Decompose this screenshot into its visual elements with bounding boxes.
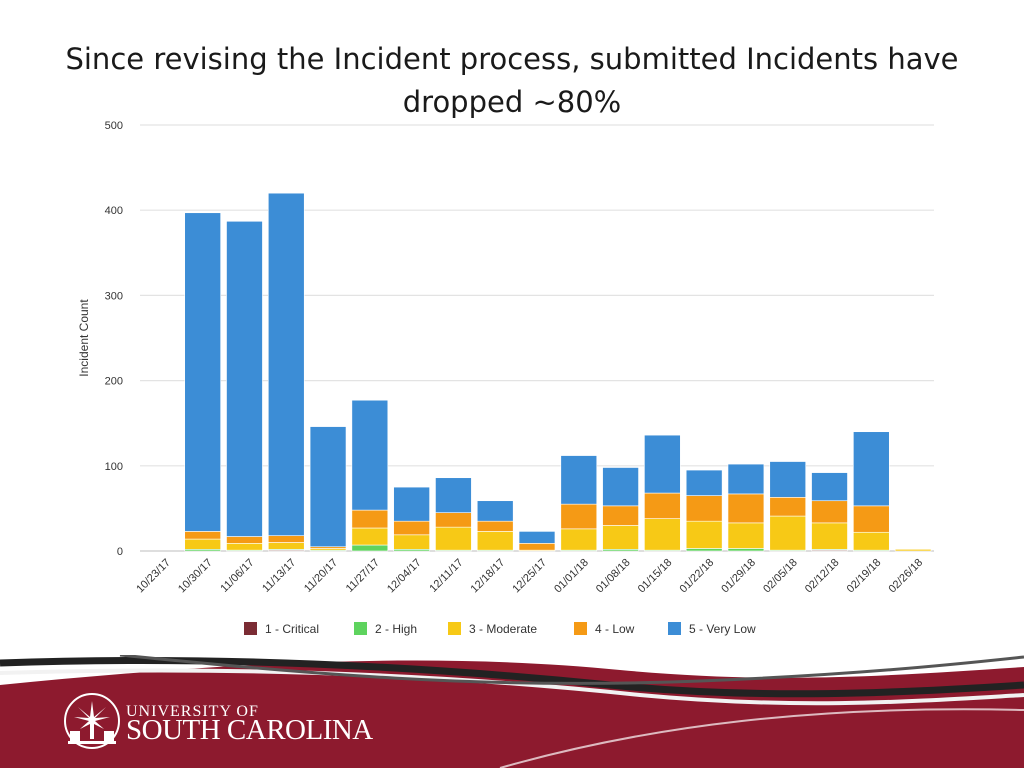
y-tick-label: 100 (105, 461, 123, 473)
bar-segment (351, 509, 389, 529)
bar-segment (644, 492, 681, 519)
bar-segment (393, 520, 430, 536)
x-tick-label: 02/19/18 (845, 557, 884, 596)
bar-segment (602, 505, 639, 526)
x-tick-label: 12/25/17 (510, 557, 549, 596)
legend-swatch (574, 622, 587, 635)
legend-swatch (448, 622, 461, 635)
x-tick-label: 01/29/18 (719, 557, 758, 596)
legend-swatch (354, 622, 367, 635)
bar-segment (727, 463, 765, 495)
x-tick-label: 10/30/17 (176, 557, 215, 596)
y-tick-label: 200 (105, 376, 123, 388)
palmetto-seal-icon (64, 693, 120, 749)
bar-segment (602, 525, 639, 550)
bar-segment (853, 505, 890, 533)
bar-segment (476, 520, 514, 532)
bar-segment (811, 522, 848, 550)
bar-segment (476, 500, 514, 522)
y-tick-label: 0 (117, 546, 123, 558)
bar-segment (184, 538, 221, 550)
x-axis-ticks: 10/23/17 10/30/17 11/06/17 11/13/17 11/20/17… (134, 557, 925, 596)
bar-segment (351, 399, 389, 511)
bar-segment (727, 548, 765, 552)
bar-segment (894, 548, 932, 552)
bar-segment (560, 528, 598, 551)
bar-segment (685, 495, 723, 522)
bars (184, 192, 932, 552)
university-name-line1: UNIVERSITY OF (126, 703, 259, 720)
legend-label: 2 - High (375, 622, 417, 636)
bar-segment (769, 461, 807, 498)
bar-segment (393, 534, 430, 550)
bar-segment (184, 531, 221, 540)
x-tick-label: 12/11/17 (427, 557, 465, 595)
y-tick-label: 500 (105, 120, 123, 132)
bar-segment (853, 431, 890, 507)
x-tick-label: 02/05/18 (761, 557, 800, 596)
bar-segment (685, 548, 723, 552)
x-tick-label: 11/13/17 (260, 557, 298, 595)
bar-segment (184, 212, 221, 532)
x-tick-label: 01/22/18 (678, 557, 717, 596)
bar-segment (769, 497, 807, 517)
y-axis-label: Incident Count (77, 299, 91, 377)
bar-segment (727, 493, 765, 524)
y-axis-ticks: 0 100 200 300 400 500 (105, 120, 123, 558)
bar-segment (602, 467, 639, 507)
bar-segment (644, 434, 681, 494)
bar-segment (769, 515, 807, 551)
bar-segment (351, 544, 389, 552)
legend-swatch (244, 622, 257, 635)
bar-segment (476, 531, 514, 551)
x-tick-label: 10/23/17 (134, 557, 173, 596)
bar-segment (853, 531, 890, 551)
bar-segment (685, 520, 723, 549)
bar-segment (518, 531, 556, 544)
legend-label: 3 - Moderate (469, 622, 537, 636)
slide-title: Since revising the Incident process, sub… (65, 42, 959, 119)
bar-segment (351, 527, 389, 546)
x-tick-label: 01/08/18 (594, 557, 633, 596)
bar-segment (435, 526, 472, 551)
bar-segment (226, 536, 263, 544)
bar-segment (560, 503, 598, 530)
bar-segment (309, 426, 347, 548)
legend-swatch (668, 622, 681, 635)
bar-segment (267, 192, 305, 536)
legend: 1 - Critical 2 - High 3 - Moderate 4 - Low 5… (244, 622, 756, 636)
legend-label: 5 - Very Low (689, 622, 756, 636)
bar-segment (811, 472, 848, 502)
stacked-bar-chart: 0 100 200 300 400 500 Incident Count 10/23/17… (77, 120, 934, 636)
bar-segment (226, 220, 263, 537)
x-tick-label: 11/20/17 (302, 557, 340, 595)
y-tick-label: 300 (105, 290, 123, 302)
bar-segment (727, 522, 765, 549)
bar-segment (435, 512, 472, 528)
x-tick-label: 12/18/17 (469, 557, 508, 596)
bar-segment (435, 477, 472, 513)
x-tick-label: 12/04/17 (385, 557, 424, 596)
x-tick-label: 01/01/18 (552, 557, 591, 596)
bar-segment (560, 455, 598, 505)
bar-segment (226, 543, 263, 551)
x-tick-label: 11/06/17 (218, 557, 256, 595)
y-tick-label: 400 (105, 205, 123, 217)
x-tick-label: 11/27/17 (344, 557, 382, 595)
bar-segment (267, 542, 305, 550)
bar-segment (811, 500, 848, 524)
x-tick-label: 02/12/18 (803, 557, 842, 596)
university-name-line2: SOUTH CAROLINA (126, 714, 373, 746)
bar-segment (685, 469, 723, 496)
bar-segment (267, 535, 305, 543)
x-tick-label: 02/26/18 (886, 557, 925, 596)
legend-label: 1 - Critical (265, 622, 319, 636)
bar-segment (393, 486, 430, 522)
university-footer-banner (0, 655, 1024, 768)
bar-segment (644, 518, 681, 551)
bar-segment (518, 543, 556, 551)
x-tick-label: 01/15/18 (636, 557, 675, 596)
legend-label: 4 - Low (595, 622, 635, 636)
